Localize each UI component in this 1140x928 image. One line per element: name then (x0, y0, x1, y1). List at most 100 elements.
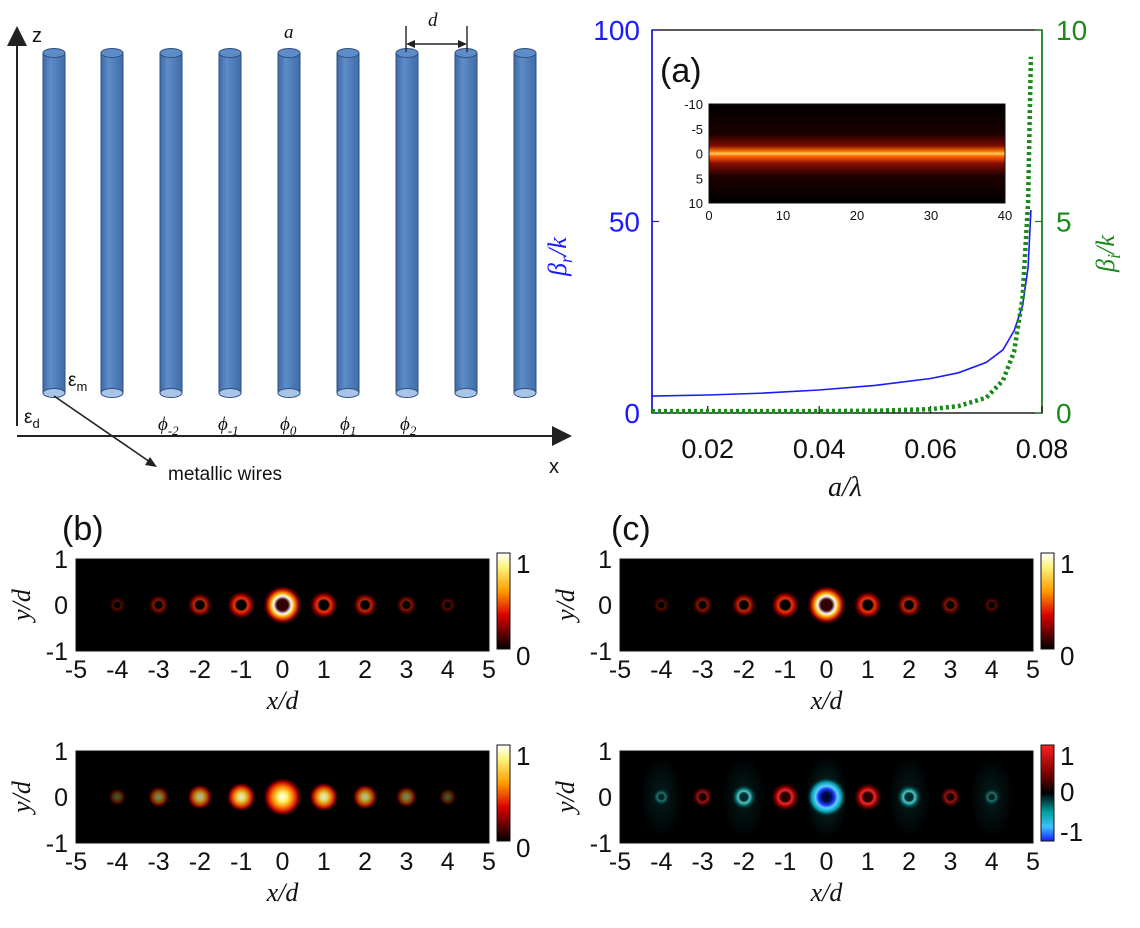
z-axis-label: z (32, 25, 42, 47)
x-tick-label: 1 (317, 656, 331, 684)
y-tick-label: 0 (598, 784, 612, 812)
wire-body (159, 52, 183, 394)
x-tick-label: -3 (691, 656, 713, 684)
wire-field-spot (939, 786, 962, 808)
wire-field-spot (108, 788, 127, 806)
x-tick-label: 1 (861, 848, 875, 876)
x-tick-label-a: 0.04 (793, 434, 846, 464)
inset-x-tick-label: 20 (850, 208, 864, 223)
colorbar-tick-label: 1 (516, 549, 530, 579)
metallic-wires-label: metallic wires (168, 464, 282, 485)
x-tick-label: 3 (943, 848, 957, 876)
x-tick-label: -1 (774, 656, 796, 684)
y-axis-label: y/d (7, 588, 36, 624)
wire-field-spot (982, 596, 1001, 614)
y-axis-label: y/d (7, 780, 36, 816)
x-tick-label: 5 (482, 656, 496, 684)
x-axis-label: x/d (266, 686, 300, 715)
wire-bottom-cap (277, 388, 301, 398)
phi-label-p1: ϕ1 (340, 414, 356, 438)
colorbar-tick-label: 0 (516, 641, 530, 671)
wire-field-spot (147, 786, 170, 808)
wire-top-cap (395, 48, 419, 58)
wire-field-spot (352, 784, 379, 810)
wire-field-spot (186, 784, 213, 810)
x-tick-label: 2 (902, 848, 916, 876)
wire-field-spot (982, 788, 1001, 806)
wire-top-cap (336, 48, 360, 58)
x-tick-label: -2 (733, 848, 755, 876)
x-axis-label: x (549, 456, 559, 478)
wire-body (277, 52, 301, 394)
wire-bottom-cap (395, 388, 419, 398)
x-tick-label: -2 (189, 656, 211, 684)
right-axis-label: βi/k (1091, 235, 1124, 273)
y-tick-label: 0 (54, 592, 68, 620)
right-y-tick-label: 10 (1056, 15, 1087, 46)
x-tick-label: 0 (820, 656, 834, 684)
x-tick-label: 3 (399, 848, 413, 876)
x-tick-label: 1 (317, 848, 331, 876)
wire-field-spot (438, 788, 457, 806)
wire-field-spot (770, 782, 801, 812)
wire-field-spot (395, 786, 418, 808)
x-tick-label: -2 (733, 656, 755, 684)
metal-permittivity-label: εm (68, 370, 87, 394)
colorbar-tick-label: 0 (1060, 641, 1074, 671)
phi-label-p2: ϕ2 (400, 414, 417, 438)
wire-top-cap (454, 48, 478, 58)
wire-array-schematic: z x a d εm εd metallic wires ϕ-2 ϕ-1 ϕ0 … (6, 10, 572, 485)
inset-x-tick-label: 0 (705, 208, 712, 223)
wire-field-spot (226, 782, 257, 812)
x-tick-label: 4 (441, 656, 455, 684)
wire-field-spot (652, 788, 671, 806)
wire-field-spot (730, 784, 757, 810)
x-tick-label: 4 (441, 848, 455, 876)
x-tick-label: 5 (1026, 848, 1040, 876)
inset-x-tick-label: 30 (924, 208, 938, 223)
wire-top-cap (159, 48, 183, 58)
x-tick-label: -4 (650, 848, 672, 876)
wire-field-spot (806, 585, 847, 625)
inset-heatmap (709, 104, 1005, 203)
wire-top-cap (100, 48, 124, 58)
wire-field-spot (691, 786, 714, 808)
y-axis-label: y/d (551, 780, 580, 816)
inset-x-tick-label: 10 (776, 208, 790, 223)
wire-top-cap (513, 48, 537, 58)
colorbar-tick-label: 0 (1060, 777, 1074, 807)
wire-field-spot (395, 594, 418, 616)
wire-field-spot (939, 594, 962, 616)
x-tick-label: -4 (106, 848, 128, 876)
x-tick-label: -1 (774, 848, 796, 876)
dielectric-permittivity-label: εd (24, 407, 40, 431)
mode-plot-frame (75, 750, 490, 844)
colorbar-tick-label: 1 (1060, 549, 1074, 579)
wire-field-spot (226, 590, 257, 620)
y-tick-label: -1 (590, 830, 612, 858)
x-tick-label: 4 (985, 848, 999, 876)
mode-plot-frame (619, 558, 1034, 652)
y-tick-label: 1 (54, 738, 68, 766)
wire-field-spot (806, 777, 847, 817)
phi-label-m2: ϕ-2 (158, 414, 179, 438)
x-tick-label: 2 (902, 656, 916, 684)
colorbar-tick-label: 1 (1060, 741, 1074, 771)
wire-pointer-arrow (53, 395, 151, 463)
wire-field-spot (262, 777, 303, 817)
beta-i-curve (652, 56, 1034, 414)
x-tick-label: -5 (609, 848, 631, 876)
right-y-tick-label: 0 (1056, 398, 1072, 429)
wire-bottom-cap (218, 388, 242, 398)
panel-c-label: (c) (611, 510, 651, 548)
left-y-tick-label: 0 (624, 398, 640, 429)
x-axis-label: x/d (810, 878, 844, 907)
x-tick-label: -5 (65, 848, 87, 876)
wire-field-spot (308, 782, 339, 812)
inset-y-tick-label: 5 (696, 171, 703, 186)
